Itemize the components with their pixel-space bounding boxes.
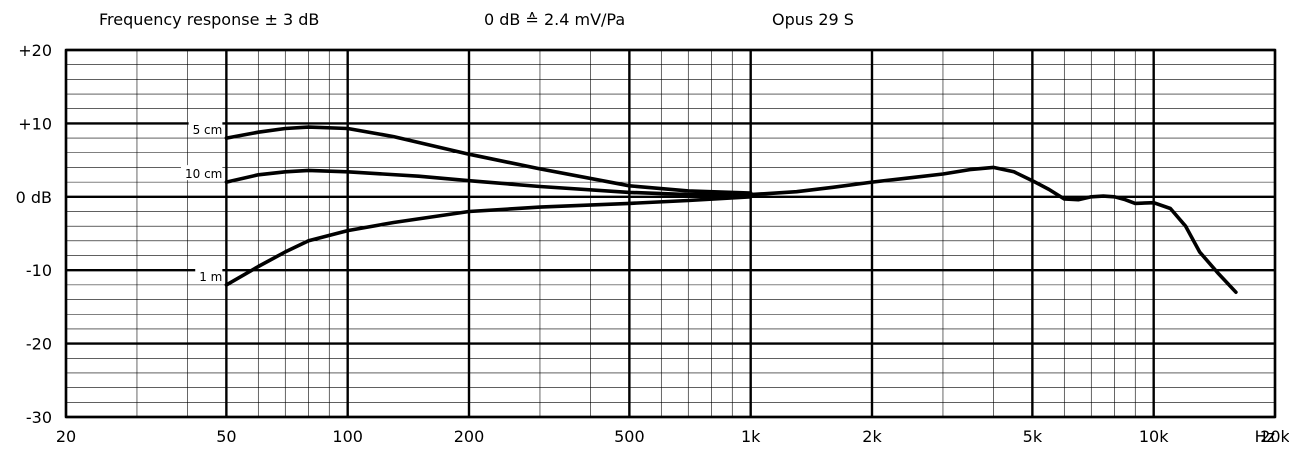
y-tick-label: -10: [26, 261, 52, 280]
sensitivity-label: 0 dB ≙ 2.4 mV/Pa: [484, 10, 626, 29]
y-tick-label: +10: [18, 114, 52, 133]
plot-frame: [64, 48, 1277, 419]
series-label: 5 cm: [193, 123, 223, 137]
x-tick-label: 50: [216, 427, 236, 446]
y-tick-label: -20: [26, 335, 52, 354]
series-line: [224, 168, 753, 197]
x-tick-label: 200: [454, 427, 485, 446]
x-tick-label: 2k: [862, 427, 882, 446]
frequency-response-label: Frequency response ± 3 dB: [99, 10, 320, 29]
model-title: Opus 29 S: [772, 10, 854, 29]
x-tick-label: 20: [56, 427, 76, 446]
x-tick-label: 500: [614, 427, 645, 446]
x-tick-label: 5k: [1023, 427, 1043, 446]
x-tick-label: 10k: [1139, 427, 1169, 446]
series-line: [224, 195, 753, 287]
x-tick-label: 20k: [1260, 427, 1289, 446]
series-label: 1 m: [199, 270, 222, 284]
series-line: [748, 165, 1238, 294]
x-tick-label: 100: [332, 427, 363, 446]
series-label-bg: [180, 165, 223, 181]
x-tick-label: 1k: [741, 427, 761, 446]
y-tick-label: 0 dB: [16, 188, 52, 207]
series-label: 10 cm: [185, 167, 222, 181]
y-tick-label: -30: [26, 408, 52, 427]
series-label-bg: [195, 267, 223, 283]
y-tick-label: +20: [18, 41, 52, 60]
series-label-bg: [188, 121, 223, 137]
x-unit-label: Hz: [1255, 427, 1275, 446]
series-line: [224, 125, 753, 195]
